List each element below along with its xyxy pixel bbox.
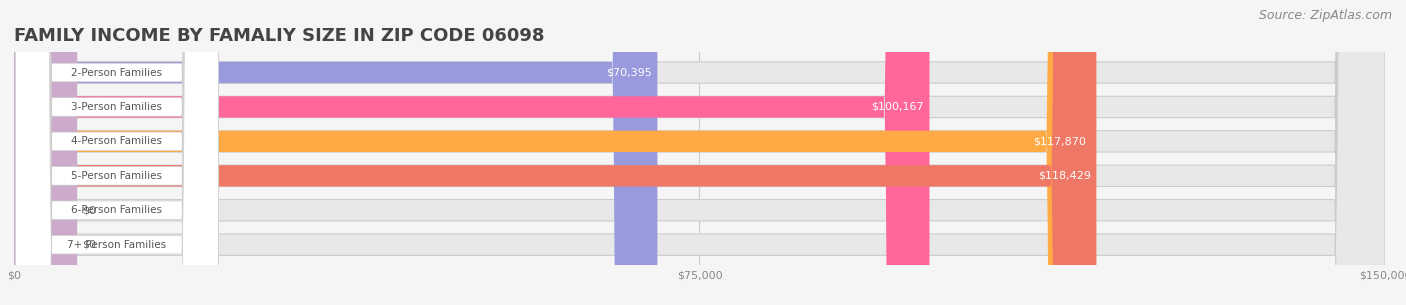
- Text: $0: $0: [83, 205, 97, 215]
- FancyBboxPatch shape: [14, 0, 77, 305]
- Text: $70,395: $70,395: [606, 67, 652, 77]
- FancyBboxPatch shape: [15, 0, 218, 305]
- FancyBboxPatch shape: [15, 0, 218, 305]
- Text: $118,429: $118,429: [1038, 171, 1091, 181]
- FancyBboxPatch shape: [14, 0, 1097, 305]
- Text: 4-Person Families: 4-Person Families: [72, 136, 162, 146]
- Text: $100,167: $100,167: [872, 102, 924, 112]
- FancyBboxPatch shape: [14, 0, 1385, 305]
- FancyBboxPatch shape: [15, 0, 218, 305]
- FancyBboxPatch shape: [14, 0, 658, 305]
- Text: 3-Person Families: 3-Person Families: [72, 102, 162, 112]
- FancyBboxPatch shape: [15, 0, 218, 305]
- FancyBboxPatch shape: [14, 0, 1385, 305]
- Text: 6-Person Families: 6-Person Families: [72, 205, 162, 215]
- FancyBboxPatch shape: [14, 0, 1385, 305]
- Text: $0: $0: [83, 240, 97, 250]
- FancyBboxPatch shape: [14, 0, 1385, 305]
- Text: 2-Person Families: 2-Person Families: [72, 67, 162, 77]
- Text: 5-Person Families: 5-Person Families: [72, 171, 162, 181]
- FancyBboxPatch shape: [14, 0, 1385, 305]
- FancyBboxPatch shape: [14, 0, 929, 305]
- Text: FAMILY INCOME BY FAMALIY SIZE IN ZIP CODE 06098: FAMILY INCOME BY FAMALIY SIZE IN ZIP COD…: [14, 27, 544, 45]
- FancyBboxPatch shape: [15, 0, 218, 305]
- FancyBboxPatch shape: [14, 0, 77, 305]
- Text: $117,870: $117,870: [1033, 136, 1085, 146]
- Text: 7+ Person Families: 7+ Person Families: [67, 240, 166, 250]
- Text: Source: ZipAtlas.com: Source: ZipAtlas.com: [1258, 9, 1392, 22]
- FancyBboxPatch shape: [14, 0, 1091, 305]
- FancyBboxPatch shape: [15, 0, 218, 305]
- FancyBboxPatch shape: [14, 0, 1385, 305]
